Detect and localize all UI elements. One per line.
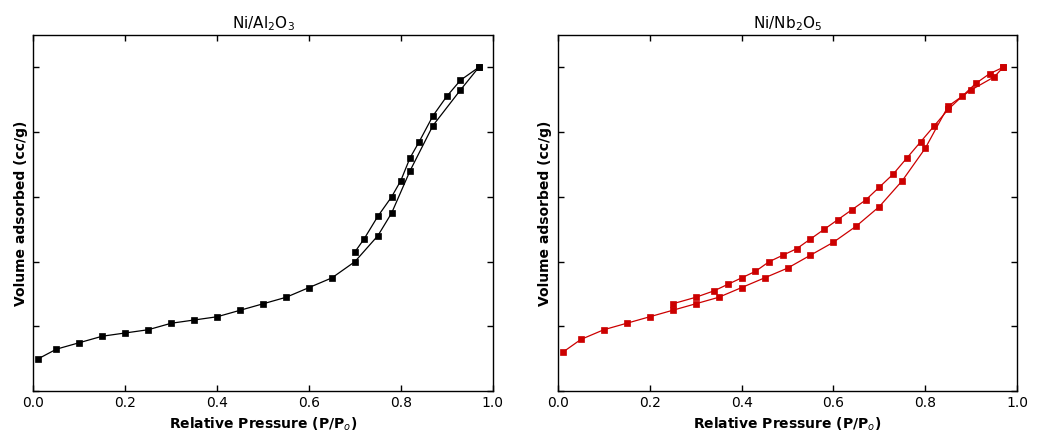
Y-axis label: Volume adsorbed (cc/g): Volume adsorbed (cc/g) (14, 120, 28, 306)
Title: Ni/Nb$_2$O$_5$: Ni/Nb$_2$O$_5$ (753, 14, 822, 33)
Title: Ni/Al$_2$O$_3$: Ni/Al$_2$O$_3$ (231, 14, 295, 33)
Y-axis label: Volume adsorbed (cc/g): Volume adsorbed (cc/g) (539, 120, 552, 306)
X-axis label: Relative Pressure (P/P$_o$): Relative Pressure (P/P$_o$) (169, 416, 357, 433)
X-axis label: Relative Pressure (P/P$_o$): Relative Pressure (P/P$_o$) (693, 416, 882, 433)
